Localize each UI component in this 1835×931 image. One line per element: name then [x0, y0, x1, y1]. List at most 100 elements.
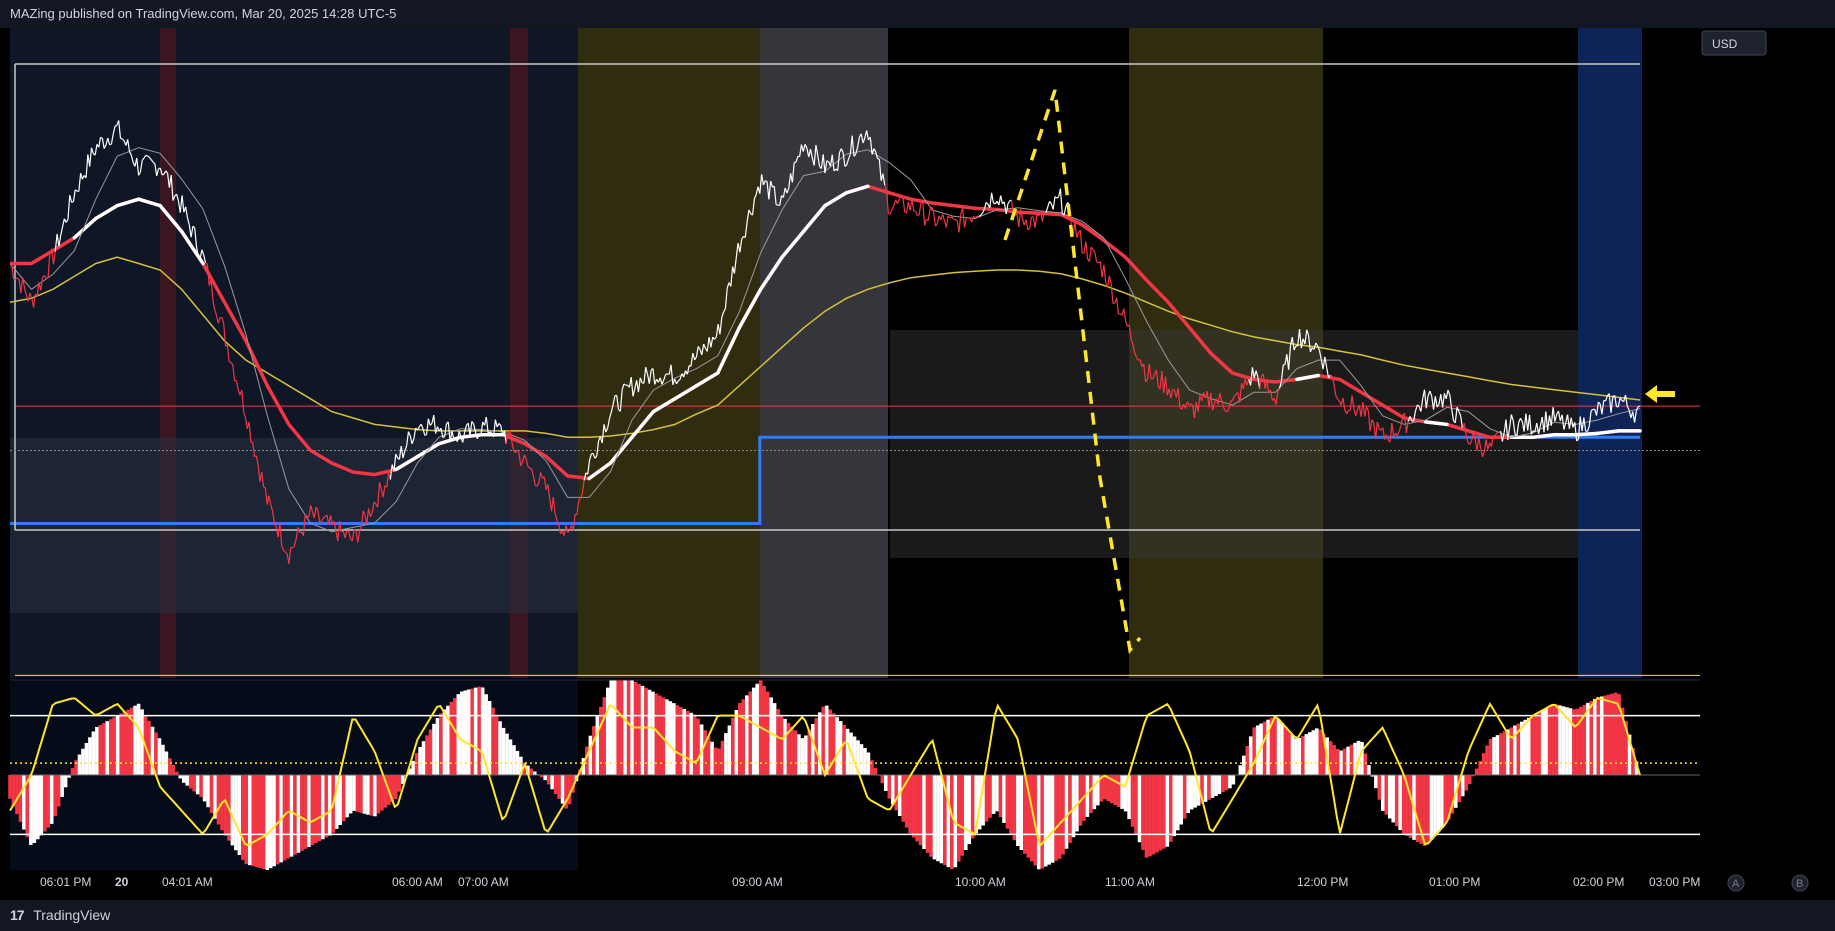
price-segment [869, 137, 873, 155]
price-segment [902, 196, 906, 212]
price-segment [1324, 356, 1328, 368]
price-segment [78, 173, 82, 192]
price-segment [1510, 414, 1514, 421]
price-segment [817, 155, 821, 167]
price-segment [579, 493, 583, 499]
price-segment [1222, 406, 1226, 412]
price-segment [905, 201, 909, 214]
price-segment [1537, 425, 1541, 435]
price-segment [971, 216, 975, 223]
price-segment [857, 136, 861, 148]
price-segment [741, 236, 745, 240]
price-segment [563, 525, 567, 536]
price-segment [279, 522, 283, 546]
price-segment [1322, 356, 1326, 370]
footer: 17 TradingView [0, 900, 1835, 931]
price-segment [1148, 364, 1152, 379]
price-segment [1337, 398, 1340, 402]
price-segment [1391, 423, 1395, 438]
price-segment [1454, 407, 1458, 423]
price-segment [206, 264, 210, 286]
price-segment [136, 157, 140, 176]
price-segment [152, 161, 156, 165]
price-segment [98, 137, 102, 148]
tradingview-logo-icon: 17 [10, 907, 25, 923]
price-segment [840, 148, 844, 153]
price-segment [884, 185, 888, 192]
price-panel [9, 63, 1700, 676]
time-tick-label: 09:00 AM [732, 875, 783, 889]
price-segment [235, 380, 239, 391]
price-segment [447, 421, 451, 443]
price-segment [69, 195, 73, 203]
price-segment [156, 168, 160, 177]
brand-name[interactable]: TradingView [33, 907, 111, 923]
price-segment [402, 450, 406, 459]
price-segment [659, 377, 663, 385]
price-segment [406, 431, 410, 446]
price-segment [534, 484, 538, 487]
price-segment [1487, 442, 1491, 450]
price-segment [27, 292, 31, 302]
time-tick-label: 04:01 AM [162, 875, 213, 889]
chart-canvas[interactable]: 20,125.0020,075.0020,025.0019,975.0019,9… [0, 28, 1835, 900]
price-segment [1626, 406, 1630, 411]
price-segment [398, 446, 402, 460]
price-segment [851, 135, 855, 157]
price-segment [1115, 297, 1119, 314]
price-segment [407, 431, 411, 437]
price-segment [15, 277, 18, 280]
price-segment [320, 517, 324, 522]
currency-button[interactable] [1701, 30, 1767, 56]
price-segment [1090, 246, 1094, 251]
price-segment [1528, 414, 1532, 435]
price-segment [118, 120, 122, 139]
ma-white-segment [1595, 429, 1621, 436]
ma-white-segment [651, 396, 677, 414]
price-segment [1021, 218, 1025, 226]
price-segment [724, 288, 728, 309]
price-segment [110, 133, 114, 145]
price-segment [339, 521, 343, 533]
price-segment [420, 423, 424, 429]
price-segment [677, 378, 681, 382]
price-segment [179, 195, 183, 213]
price-segment [1547, 415, 1551, 431]
price-segment [532, 476, 536, 486]
price-segment [922, 202, 926, 226]
price-segment [1472, 431, 1476, 440]
price-segment [194, 227, 198, 248]
price-segment [543, 476, 547, 490]
price-segment [1049, 200, 1052, 205]
price-segment [1501, 432, 1505, 442]
time-axis[interactable]: 06:01 PM 20 04:01 AM 06:00 AM 07:00 AM 09:00 … [40, 875, 1700, 889]
price-segment [993, 202, 996, 205]
price-segment [1063, 206, 1067, 216]
time-tick-label: 01:00 PM [1429, 875, 1480, 889]
price-segment [456, 431, 460, 442]
price-segment [547, 484, 551, 499]
price-segment [1143, 363, 1147, 382]
price-segment [654, 379, 658, 385]
price-segment [424, 434, 427, 436]
price-segment [616, 395, 620, 410]
price-segment [1597, 401, 1601, 405]
price-segment [302, 514, 306, 536]
price-segment [500, 425, 504, 437]
price-segment [1398, 425, 1402, 432]
price-segment [315, 506, 319, 511]
price-segment [1577, 416, 1581, 440]
price-segment [395, 453, 399, 459]
price-segment [283, 549, 286, 553]
price-segment [489, 431, 493, 434]
price-segment [1505, 419, 1509, 440]
price-segment [217, 317, 221, 324]
price-segment [228, 361, 232, 364]
scale-button [1727, 874, 1745, 892]
price-segment [795, 156, 799, 163]
price-segment [165, 170, 169, 174]
price-segment [1619, 397, 1623, 401]
price-segment [272, 510, 276, 525]
price-segment [1239, 383, 1243, 403]
